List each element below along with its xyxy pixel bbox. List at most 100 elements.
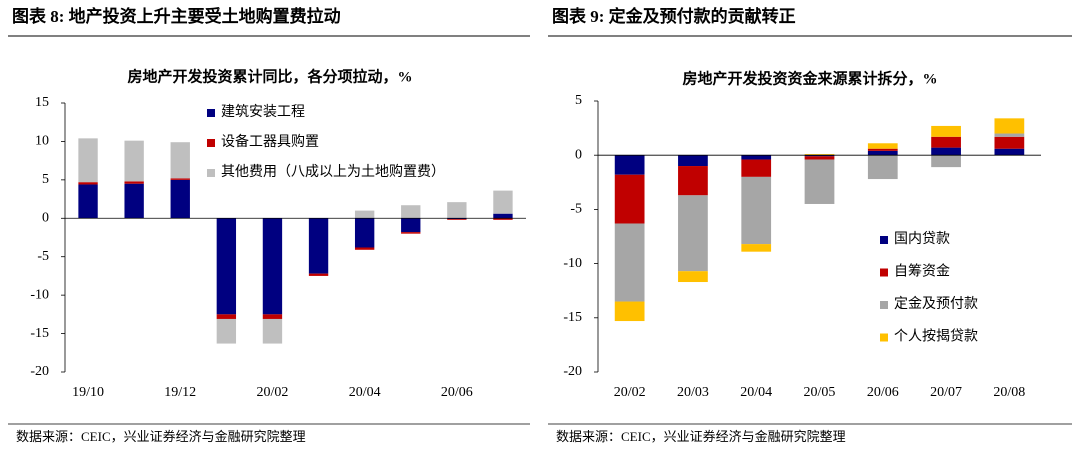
x-tick-label: 20/08 bbox=[993, 385, 1025, 400]
bar-segment bbox=[741, 244, 772, 252]
bar-segment bbox=[804, 159, 835, 204]
bar-segment bbox=[614, 174, 645, 224]
bar-segment bbox=[867, 143, 898, 149]
bar-segment bbox=[401, 218, 421, 233]
bar-segment bbox=[216, 314, 237, 319]
bar-segment bbox=[493, 218, 513, 220]
bar-segment bbox=[741, 155, 772, 160]
bar-segment bbox=[994, 136, 1025, 149]
x-tick-label: 19/10 bbox=[72, 385, 104, 400]
bar-segment bbox=[354, 218, 375, 248]
y-tick-label: -10 bbox=[30, 287, 49, 302]
y-tick-label: -5 bbox=[37, 249, 49, 264]
legend-swatch bbox=[207, 109, 215, 117]
x-tick-label: 20/02 bbox=[614, 385, 646, 400]
bar-segment bbox=[931, 155, 961, 168]
bar-segment bbox=[354, 247, 375, 250]
bar-segment bbox=[867, 148, 898, 151]
y-tick-label: 5 bbox=[42, 172, 49, 187]
x-tick-label: 20/07 bbox=[930, 385, 962, 400]
bar-segment bbox=[678, 195, 708, 272]
y-tick-label: 10 bbox=[35, 134, 49, 149]
bar-segment bbox=[614, 223, 645, 302]
bar-segment bbox=[614, 155, 645, 175]
x-tick-label: 20/03 bbox=[677, 385, 709, 400]
bar-segment bbox=[447, 219, 467, 220]
bar-segment bbox=[447, 202, 467, 219]
bar-segment bbox=[262, 314, 283, 319]
bar-segment bbox=[804, 156, 835, 160]
bar-segment bbox=[867, 150, 898, 156]
legend-label: 定金及预付款 bbox=[894, 296, 978, 312]
y-tick-label: 15 bbox=[35, 95, 49, 110]
chart-title: 房地产开发投资资金来源累计拆分，% bbox=[682, 69, 937, 87]
bar-segment bbox=[124, 140, 144, 182]
bar-segment bbox=[401, 232, 421, 234]
x-tick-label: 20/02 bbox=[257, 385, 289, 400]
bar-segment bbox=[741, 176, 772, 245]
bar-segment bbox=[78, 184, 98, 219]
bar-segment bbox=[931, 125, 961, 137]
legend-swatch bbox=[880, 301, 888, 309]
legend-label: 设备工器具购置 bbox=[221, 133, 319, 150]
bar-segment bbox=[124, 181, 144, 184]
bar-segment bbox=[741, 159, 772, 177]
bar-segment bbox=[493, 190, 513, 214]
bar-segment bbox=[308, 273, 329, 276]
legend-label: 个人按揭贷款 bbox=[894, 329, 978, 345]
bar-segment bbox=[354, 210, 375, 219]
source-note: 数据来源：CEIC，兴业证券经济与金融研究院整理 bbox=[556, 429, 846, 444]
legend-swatch bbox=[207, 139, 215, 147]
y-tick-label: -20 bbox=[30, 364, 49, 379]
legend-swatch bbox=[207, 169, 215, 177]
bar-segment bbox=[867, 155, 898, 180]
legend-label: 其他费用（八成以上为土地购置费） bbox=[221, 164, 445, 180]
legend-swatch bbox=[880, 236, 888, 244]
y-tick-label: -10 bbox=[563, 256, 582, 271]
bar-segment bbox=[78, 138, 98, 183]
source-note: 数据来源：CEIC，兴业证券经济与金融研究院整理 bbox=[16, 429, 306, 444]
bar-segment bbox=[614, 301, 645, 322]
y-tick-label: -5 bbox=[570, 202, 582, 217]
y-tick-label: -20 bbox=[563, 364, 582, 379]
x-tick-label: 20/05 bbox=[804, 385, 836, 400]
x-tick-label: 20/04 bbox=[349, 385, 381, 400]
x-tick-label: 19/12 bbox=[164, 385, 196, 400]
bar-segment bbox=[170, 179, 190, 219]
y-tick-label: 0 bbox=[575, 147, 582, 162]
bar-segment bbox=[678, 155, 708, 167]
bar-segment bbox=[931, 136, 961, 148]
x-tick-label: 20/06 bbox=[867, 385, 899, 400]
legend-label: 自筹资金 bbox=[894, 263, 950, 280]
legend-label: 建筑安装工程 bbox=[221, 104, 305, 120]
x-tick-label: 20/06 bbox=[441, 385, 473, 400]
y-tick-label: 5 bbox=[575, 93, 582, 108]
bar-segment bbox=[262, 318, 283, 344]
bar-segment bbox=[994, 133, 1025, 137]
bar-segment bbox=[678, 271, 708, 283]
legend-swatch bbox=[880, 268, 888, 277]
bar-segment bbox=[401, 205, 421, 219]
bar-segment bbox=[493, 213, 513, 219]
bar-segment bbox=[216, 218, 237, 315]
y-tick-label: -15 bbox=[30, 326, 49, 341]
y-tick-label: -15 bbox=[563, 310, 582, 325]
x-tick-label: 20/04 bbox=[740, 385, 772, 400]
bar-segment bbox=[678, 166, 708, 196]
y-tick-label: 0 bbox=[42, 211, 49, 226]
bar-segment bbox=[931, 147, 961, 156]
figure-title: 图表 9: 定金及预付款的贡献转正 bbox=[552, 6, 796, 26]
bar-segment bbox=[994, 118, 1025, 134]
figure-title: 图表 8: 地产投资上升主要受土地购置费拉动 bbox=[12, 6, 341, 26]
bar-segment bbox=[804, 155, 835, 157]
bar-segment bbox=[994, 148, 1025, 156]
bar-segment bbox=[124, 183, 144, 219]
legend-label: 国内贷款 bbox=[894, 231, 950, 247]
bar-segment bbox=[262, 218, 283, 315]
chart-title: 房地产开发投资累计同比，各分项拉动，% bbox=[127, 67, 412, 85]
bar-segment bbox=[216, 318, 237, 344]
bar-segment bbox=[170, 178, 190, 180]
legend-swatch bbox=[880, 333, 888, 342]
bar-segment bbox=[78, 182, 98, 185]
